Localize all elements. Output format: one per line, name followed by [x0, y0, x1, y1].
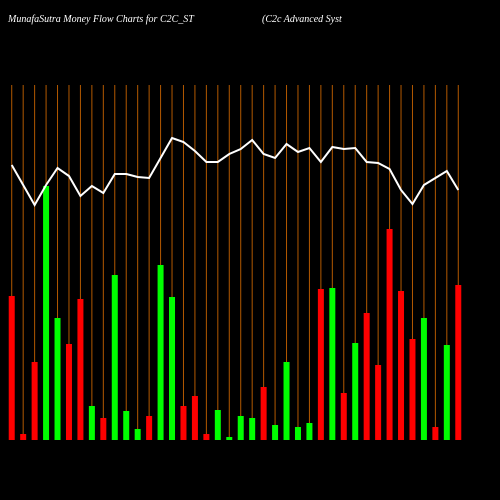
bar	[352, 343, 359, 440]
bar	[226, 437, 233, 440]
bar	[169, 297, 176, 440]
bar	[180, 406, 187, 440]
bar	[443, 345, 450, 440]
bar	[237, 416, 244, 440]
bar	[8, 296, 15, 440]
bar	[272, 425, 279, 440]
bar	[386, 229, 393, 440]
bar	[77, 299, 84, 440]
bar	[363, 313, 370, 440]
bar	[54, 318, 61, 440]
bar	[43, 186, 50, 440]
bar	[306, 423, 313, 440]
chart-subtitle: (C2c Advanced Syst	[262, 14, 342, 25]
bar	[317, 289, 324, 440]
bar	[249, 418, 256, 440]
chart-title: MunafaSutra Money Flow Charts for C2C_ST	[7, 14, 195, 25]
bar	[88, 406, 95, 440]
bar	[455, 285, 462, 440]
bar	[123, 411, 130, 440]
bar	[191, 396, 198, 440]
bar	[375, 365, 382, 440]
bar	[100, 418, 107, 440]
line	[10, 136, 460, 208]
bar	[214, 410, 221, 440]
bar	[203, 434, 210, 440]
bar	[65, 344, 72, 440]
bar	[340, 393, 347, 440]
bar	[294, 427, 301, 440]
bar	[283, 362, 290, 440]
bar	[111, 275, 118, 440]
bar	[146, 416, 153, 440]
bar	[31, 362, 38, 440]
bar	[134, 429, 141, 440]
bar	[420, 318, 427, 440]
bar	[260, 387, 267, 440]
bar	[20, 434, 27, 440]
bar	[432, 427, 439, 440]
bar	[157, 265, 164, 440]
bar	[329, 288, 336, 440]
bar	[409, 339, 416, 440]
bar	[398, 291, 405, 440]
